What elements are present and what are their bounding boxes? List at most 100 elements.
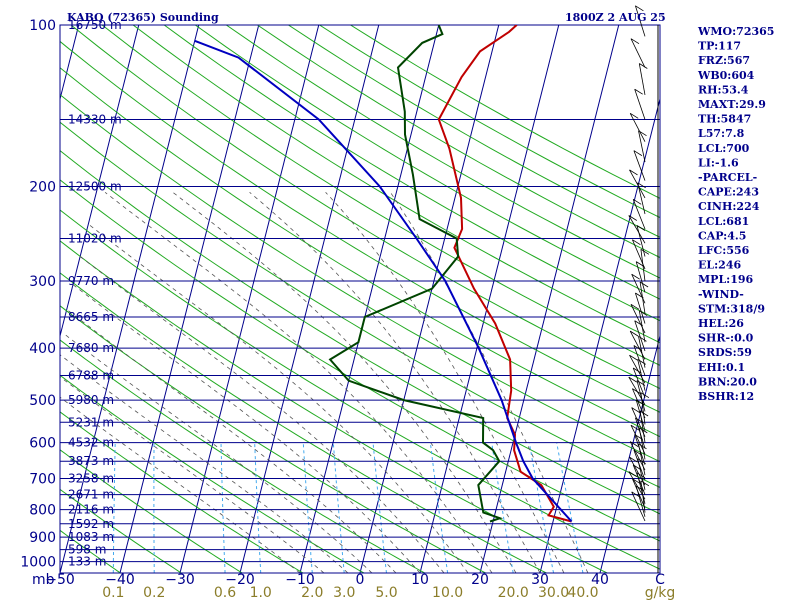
dry-adiabat-line	[70, 25, 660, 390]
moist-adiabat-line	[60, 354, 349, 573]
wind-barb-staff	[640, 480, 646, 513]
mixing-ratio-line	[302, 442, 313, 573]
sounding-index-item: CAPE:243	[698, 186, 759, 199]
wind-barb-flag	[629, 456, 638, 463]
isotherm-line	[359, 25, 500, 573]
height-label: 2116 m	[68, 503, 114, 517]
wind-barb-flag	[632, 239, 641, 246]
height-label: 2671 m	[68, 488, 114, 502]
mixing-ratio-tick-label: 30.0	[538, 585, 569, 600]
sounding-index-item: -PARCEL-	[698, 171, 757, 184]
dewpoint-group	[328, 25, 504, 523]
dry-adiabat-line	[60, 488, 182, 573]
sounding-index-item: WB0:604	[697, 69, 755, 82]
sounding-index-item: WMO:72365	[697, 25, 774, 38]
height-label: 5231 m	[68, 415, 114, 429]
wind-barb-flag	[640, 248, 650, 255]
sounding-index-item: LFC:556	[698, 244, 750, 257]
wind-barb-staff	[630, 38, 646, 68]
mixing-ratio-tick-label: 10.0	[432, 585, 463, 600]
wind-barb-flag	[632, 367, 642, 374]
wind-barb-flag	[630, 424, 640, 431]
mixing-ratio-line	[528, 442, 555, 573]
sounding-index-item: LI:-1.6	[698, 156, 739, 169]
dry-adiabat-line	[60, 305, 486, 573]
wind-barb-staff	[640, 392, 646, 425]
height-labels: 16750 m 14330 m 12500 m 11020 m 9770 m 8665 m…	[68, 18, 122, 569]
moist-adiabat-line	[172, 191, 517, 573]
wind-barb-flag	[639, 427, 648, 434]
wind-barb-staff	[638, 63, 646, 96]
pressure-tick-label: 400	[29, 341, 56, 357]
isotherm-line	[599, 333, 660, 573]
moist-adiabat-line	[390, 192, 589, 573]
height-label: 8665 m	[68, 310, 114, 324]
temperature-tick-label: −30	[165, 572, 195, 588]
sounding-index-item: LCL:700	[698, 142, 750, 155]
dry-adiabat-line	[60, 339, 425, 573]
mixing-ratio-unit-label: g/kg	[645, 585, 676, 600]
wind-barb-flag	[628, 471, 638, 477]
wind-barb-flag	[628, 215, 638, 221]
sounding-index-item: SHR-:0.0	[698, 332, 754, 345]
height-label: 9770 m	[68, 274, 114, 288]
wind-barb-flag	[635, 5, 644, 12]
temperature-tick-label: 0	[356, 572, 365, 588]
mixing-ratio-tick-label: 0.6	[214, 585, 236, 600]
wind-barb-flag	[636, 225, 646, 231]
isobars	[59, 24, 661, 574]
wind-barb-flag	[634, 434, 643, 440]
height-label: 1592 m	[68, 517, 114, 531]
moist-adiabat-line	[62, 332, 373, 573]
temperature-tick-label: 30	[531, 572, 549, 588]
height-label: 3258 m	[68, 472, 114, 486]
mixing-ratio-tick-label: 40.0	[567, 585, 598, 600]
sounding-index-item: RH:53.4	[698, 83, 749, 96]
isotherm-line	[119, 25, 260, 573]
wind-barb-flag	[635, 292, 644, 299]
wind-barb-staff	[637, 182, 646, 215]
sounding-index-item: L57:7.8	[698, 127, 745, 140]
moist-adiabat-line	[325, 192, 565, 573]
isotherm-line	[479, 25, 620, 573]
wind-barb-staff	[638, 336, 646, 368]
station-title: KABQ (72365) Sounding	[67, 11, 219, 24]
temperature-unit-label: C	[655, 572, 665, 588]
wind-barb-staff	[636, 472, 646, 504]
moist-adiabat-line	[104, 191, 493, 573]
dry-adiabat-line	[60, 121, 660, 489]
pressure-unit-label: mb	[32, 572, 55, 588]
wind-barb-flag	[629, 441, 639, 447]
wind-barb-flag	[639, 410, 649, 417]
wind-barb-flag	[639, 310, 648, 317]
dry-adiabat-line	[60, 272, 547, 573]
wind-barb-flag	[637, 359, 646, 365]
dry-adiabat-line	[60, 150, 660, 515]
dry-adiabat-line	[257, 25, 660, 259]
height-label: 6788 m	[68, 369, 114, 383]
profile-series	[194, 25, 573, 523]
temperature-axis: −50 −40 −30 −20 −10 0 10 20 30 40 C	[45, 572, 665, 588]
wind-barb-staff	[629, 441, 646, 471]
height-label: 12500 m	[68, 180, 122, 194]
temperature-tick-label: 20	[471, 572, 489, 588]
wind-barb-flag	[633, 345, 643, 351]
dry-adiabat-line	[101, 25, 660, 366]
mixing-ratio-line	[372, 442, 387, 573]
wind-barb-staff	[635, 292, 646, 324]
dry-adiabat-line	[60, 374, 365, 573]
wind-barb-staff	[639, 410, 646, 443]
mixing-ratio-tick-label: 0.2	[143, 585, 165, 600]
wind-barb-flag	[639, 63, 648, 69]
temperature-tick-label: 10	[411, 572, 429, 588]
mixing-ratio-line	[220, 442, 226, 573]
pressure-tick-label: 500	[29, 393, 56, 409]
wind-barb-flag	[637, 458, 646, 465]
wind-barb-flag	[631, 491, 640, 498]
mixing-ratio-tick-label: 0.1	[102, 585, 124, 600]
isotherm-line	[179, 25, 320, 573]
pressure-tick-label: 700	[29, 472, 56, 488]
